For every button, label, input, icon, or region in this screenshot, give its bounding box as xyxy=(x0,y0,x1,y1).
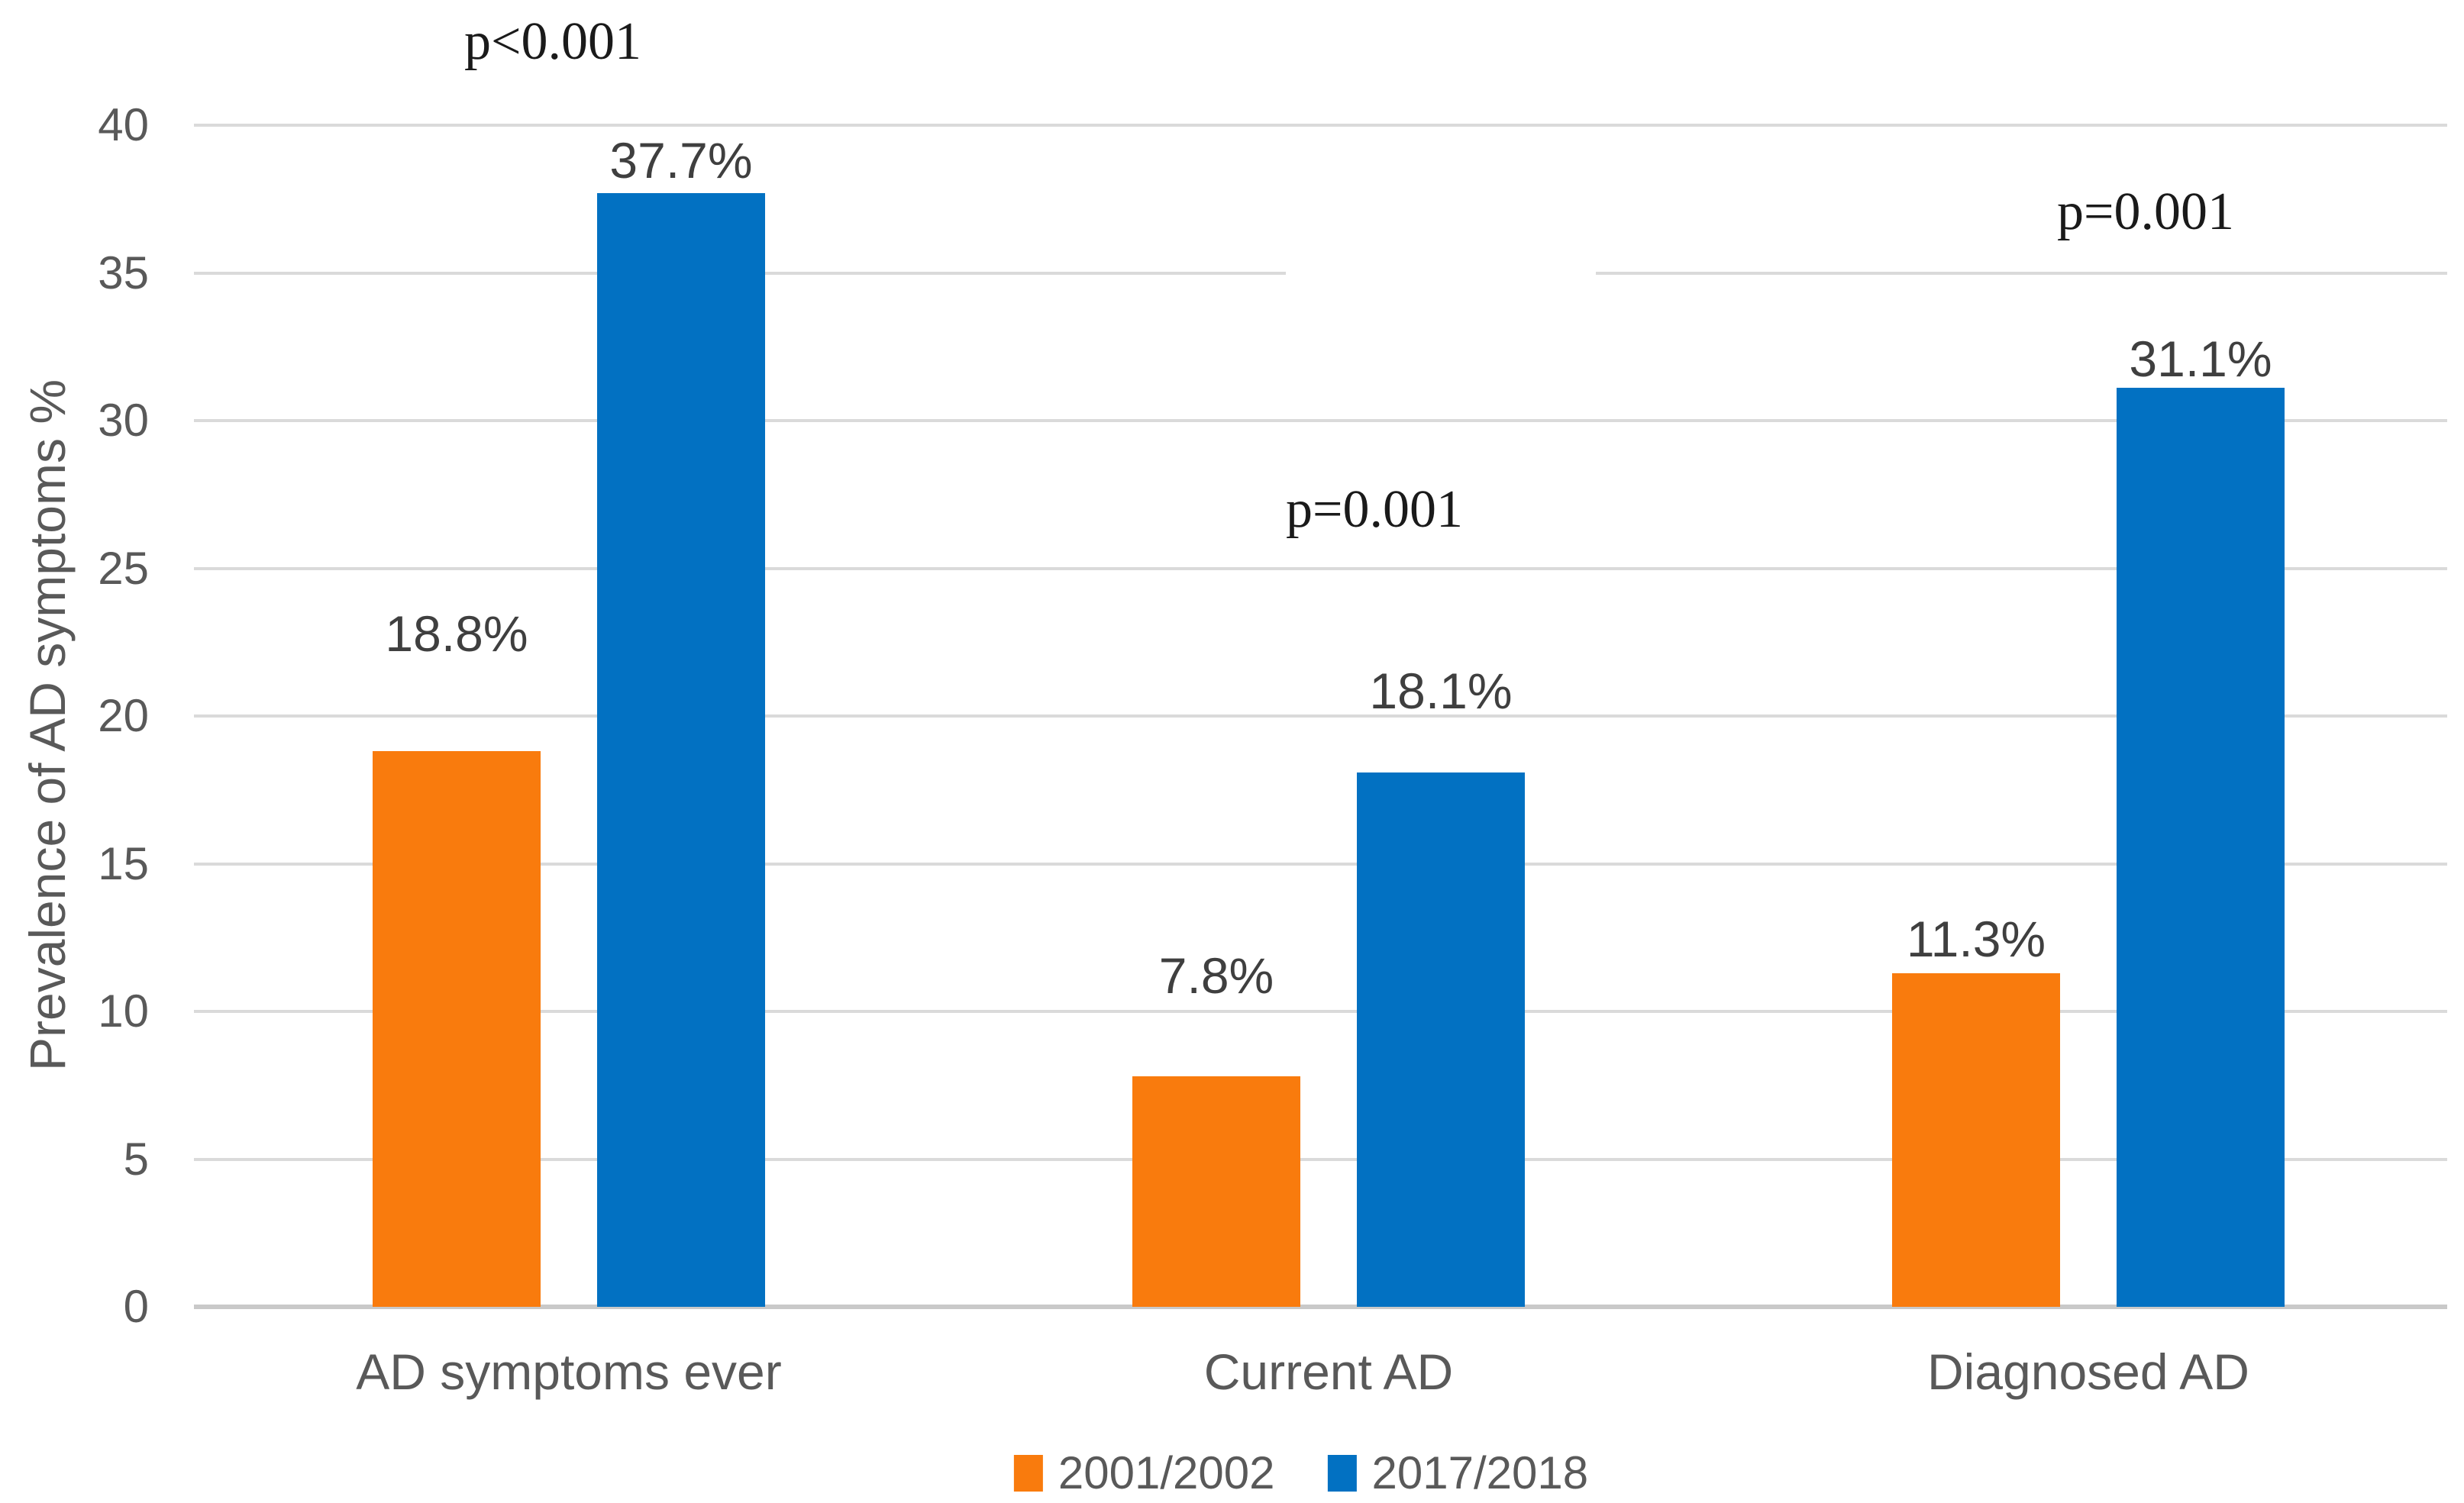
bar-2001-2002-2 xyxy=(1892,972,2060,1307)
gridline-30 xyxy=(194,419,2447,422)
legend-swatch-0 xyxy=(1013,1455,1043,1492)
bar-2017-2018-1 xyxy=(1357,772,1525,1307)
gridline-35-right xyxy=(1596,271,2447,275)
y-tick-label-20: 20 xyxy=(98,690,149,741)
y-tick-label-5: 5 xyxy=(123,1133,149,1185)
y-tick-label-30: 30 xyxy=(98,395,149,446)
x-category-label-0: AD symptoms ever xyxy=(356,1343,782,1400)
p-value-annotation-0: p<0.001 xyxy=(450,11,655,73)
value-label-2017-2018-2: 31.1% xyxy=(2129,331,2272,387)
x-axis-line xyxy=(194,1305,2447,1309)
value-label-2001-2002-0: 18.8% xyxy=(385,605,528,662)
y-tick-label-10: 10 xyxy=(98,985,149,1037)
x-category-label-1: Current AD xyxy=(1203,1343,1454,1400)
legend-item-2017-2018: 2017/2018 xyxy=(1327,1447,1589,1498)
value-label-2017-2018-0: 37.7% xyxy=(609,132,753,189)
y-tick-label-25: 25 xyxy=(98,542,149,594)
y-tick-label-15: 15 xyxy=(98,837,149,889)
value-label-2001-2002-2: 11.3% xyxy=(1906,911,2046,967)
p-value-annotation-1: p=0.001 xyxy=(1272,479,1477,540)
gridline-25 xyxy=(194,566,2447,570)
p-value-annotation-2: p=0.001 xyxy=(2043,182,2248,243)
bar-2017-2018-0 xyxy=(597,193,765,1307)
legend-label-1: 2017/2018 xyxy=(1371,1447,1589,1498)
x-category-label-2: Diagnosed AD xyxy=(1927,1343,2249,1400)
bar-2017-2018-2 xyxy=(2117,388,2285,1307)
bar-2001-2002-1 xyxy=(1132,1076,1300,1307)
value-label-2017-2018-1: 18.1% xyxy=(1369,663,1513,719)
gridline-10 xyxy=(194,1010,2447,1013)
value-label-2001-2002-1: 7.8% xyxy=(1158,947,1274,1004)
gridline-40 xyxy=(194,124,2447,127)
y-tick-label-35: 35 xyxy=(98,247,149,298)
legend-label-0: 2001/2002 xyxy=(1058,1447,1275,1498)
gridline-20 xyxy=(194,714,2447,718)
legend-item-2001-2002: 2001/2002 xyxy=(1013,1447,1275,1498)
gridline-5 xyxy=(194,1157,2447,1161)
gridline-15 xyxy=(194,862,2447,866)
y-tick-label-0: 0 xyxy=(123,1281,149,1332)
legend-swatch-1 xyxy=(1327,1455,1357,1492)
bar-2001-2002-0 xyxy=(373,751,541,1307)
legend: 2001/2002 2017/2018 xyxy=(1013,1447,1589,1498)
y-tick-label-40: 40 xyxy=(98,99,149,150)
